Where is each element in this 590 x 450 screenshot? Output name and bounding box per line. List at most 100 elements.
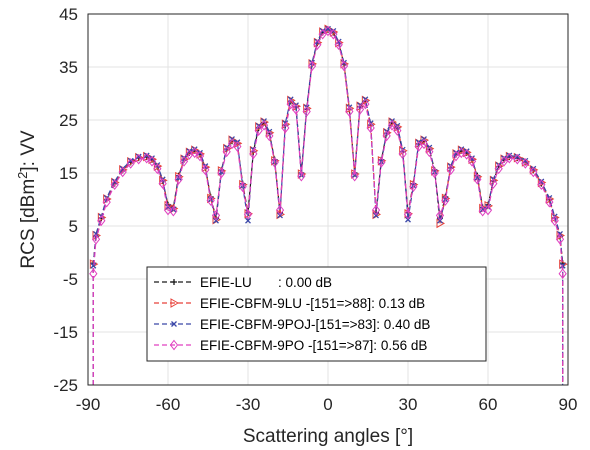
data-point-marker bbox=[179, 156, 189, 167]
data-point-marker bbox=[545, 196, 554, 208]
legend-box bbox=[146, 266, 487, 362]
data-point-marker bbox=[339, 60, 349, 72]
data-point-marker bbox=[126, 158, 135, 169]
data-point-marker bbox=[171, 321, 177, 327]
data-point-marker bbox=[409, 181, 418, 193]
data-point-marker bbox=[90, 262, 97, 269]
data-point-marker bbox=[201, 164, 210, 176]
legend: EFIE-LU : 0.00 dB EFIE-CBFM-9LU -[151=>88… bbox=[146, 266, 487, 362]
data-point-marker bbox=[489, 178, 498, 189]
data-point-marker bbox=[302, 106, 311, 117]
data-point-marker bbox=[371, 204, 381, 216]
data-point-marker bbox=[446, 164, 455, 176]
data-point-marker bbox=[270, 157, 279, 168]
data-point-marker bbox=[537, 179, 546, 190]
legend-entry: EFIE-CBFM-9POJ-[151=>83]: 0.40 dB bbox=[154, 317, 430, 332]
data-point-marker bbox=[522, 157, 529, 164]
data-point-marker bbox=[314, 38, 321, 45]
data-point-marker bbox=[111, 178, 118, 185]
x-tick-label: 60 bbox=[479, 395, 498, 414]
data-point-marker bbox=[494, 163, 503, 175]
data-point-marker bbox=[174, 174, 183, 185]
data-point-marker bbox=[227, 138, 237, 150]
data-point-marker bbox=[387, 119, 397, 131]
data-point-marker bbox=[147, 156, 157, 167]
data-point-marker bbox=[265, 130, 274, 142]
data-point-marker bbox=[393, 125, 402, 136]
data-point-marker bbox=[377, 157, 386, 168]
y-tick-label: 45 bbox=[59, 5, 78, 24]
data-point-marker bbox=[529, 166, 538, 178]
data-point-marker bbox=[281, 122, 290, 134]
data-point-marker bbox=[555, 233, 565, 245]
data-point-marker bbox=[135, 153, 142, 160]
data-point-marker bbox=[361, 98, 370, 110]
data-point-marker bbox=[89, 268, 98, 280]
data-point-marker bbox=[467, 156, 477, 167]
data-point-marker bbox=[307, 60, 317, 72]
y-tick-label: 35 bbox=[59, 58, 78, 77]
data-point-marker bbox=[441, 195, 450, 206]
x-tick-label: 0 bbox=[323, 395, 332, 414]
y-axis-label: RCS [dBm2]: VV bbox=[15, 130, 39, 268]
data-point-marker bbox=[153, 163, 162, 175]
data-point-marker bbox=[323, 25, 333, 37]
legend-entry: EFIE-CBFM-9PO -[151=>87]: 0.56 dB bbox=[154, 338, 427, 353]
data-point-marker bbox=[169, 339, 179, 351]
data-point-marker bbox=[206, 195, 215, 206]
legend-entry: EFIE-CBFM-9LU -[151=>88]: 0.13 dB bbox=[154, 296, 425, 311]
data-point-marker bbox=[142, 152, 151, 164]
data-point-marker bbox=[550, 215, 559, 227]
legend-label: EFIE-CBFM-9PO -[151=>87]: 0.56 dB bbox=[200, 338, 427, 353]
data-point-marker bbox=[110, 179, 119, 190]
data-point-marker bbox=[329, 28, 338, 40]
data-point-marker bbox=[158, 178, 167, 189]
data-point-marker bbox=[170, 298, 180, 308]
legend-label: EFIE-CBFM-9POJ-[151=>83]: 0.40 dB bbox=[200, 317, 430, 332]
data-point-marker bbox=[97, 215, 106, 227]
y-axis-label-sup: 2 bbox=[15, 172, 30, 179]
data-point-marker bbox=[217, 167, 226, 179]
data-point-marker bbox=[514, 153, 521, 160]
data-point-marker bbox=[513, 153, 522, 165]
data-point-marker bbox=[355, 104, 365, 115]
data-point-marker bbox=[313, 39, 322, 51]
data-point-marker bbox=[245, 217, 251, 224]
plot-frame bbox=[87, 13, 569, 386]
data-point-marker bbox=[238, 181, 247, 193]
data-point-marker bbox=[309, 59, 315, 66]
data-point-marker bbox=[243, 209, 253, 220]
x-tick-label: -90 bbox=[76, 395, 101, 414]
data-point-marker bbox=[171, 279, 177, 285]
data-point-marker bbox=[435, 210, 445, 221]
data-point-marker bbox=[297, 170, 306, 182]
data-point-marker bbox=[499, 156, 509, 167]
y-tick-label: 5 bbox=[69, 217, 78, 236]
data-point-marker bbox=[195, 150, 205, 162]
data-point-marker bbox=[102, 196, 111, 208]
y-tick-label: 15 bbox=[59, 164, 78, 183]
tick-labels: -90 -60 -30 0 30 60 90 45 35 25 15 5 -5 -15 -25 bbox=[53, 5, 577, 414]
data-point-marker bbox=[558, 268, 567, 280]
data-point-marker bbox=[222, 146, 231, 158]
data-point-marker bbox=[451, 150, 461, 162]
data-point-marker bbox=[334, 39, 343, 51]
series-4 bbox=[89, 25, 567, 385]
data-point-marker bbox=[190, 147, 199, 159]
data-point-marker bbox=[559, 262, 566, 269]
data-point-marker bbox=[335, 38, 342, 45]
y-axis-label-suffix: ]: VV bbox=[18, 130, 39, 172]
data-point-marker bbox=[118, 166, 127, 178]
data-point-marker bbox=[91, 233, 101, 245]
data-point-marker bbox=[318, 28, 327, 40]
data-point-marker bbox=[169, 205, 178, 217]
data-point-marker bbox=[254, 125, 263, 136]
data-point-marker bbox=[403, 209, 413, 220]
data-point-marker bbox=[474, 174, 481, 181]
data-point-marker bbox=[382, 130, 391, 142]
data-point-marker bbox=[398, 148, 407, 160]
legend-label: EFIE-LU : 0.00 dB bbox=[200, 275, 332, 290]
data-point-marker bbox=[538, 178, 545, 185]
data-point-marker bbox=[325, 25, 331, 32]
